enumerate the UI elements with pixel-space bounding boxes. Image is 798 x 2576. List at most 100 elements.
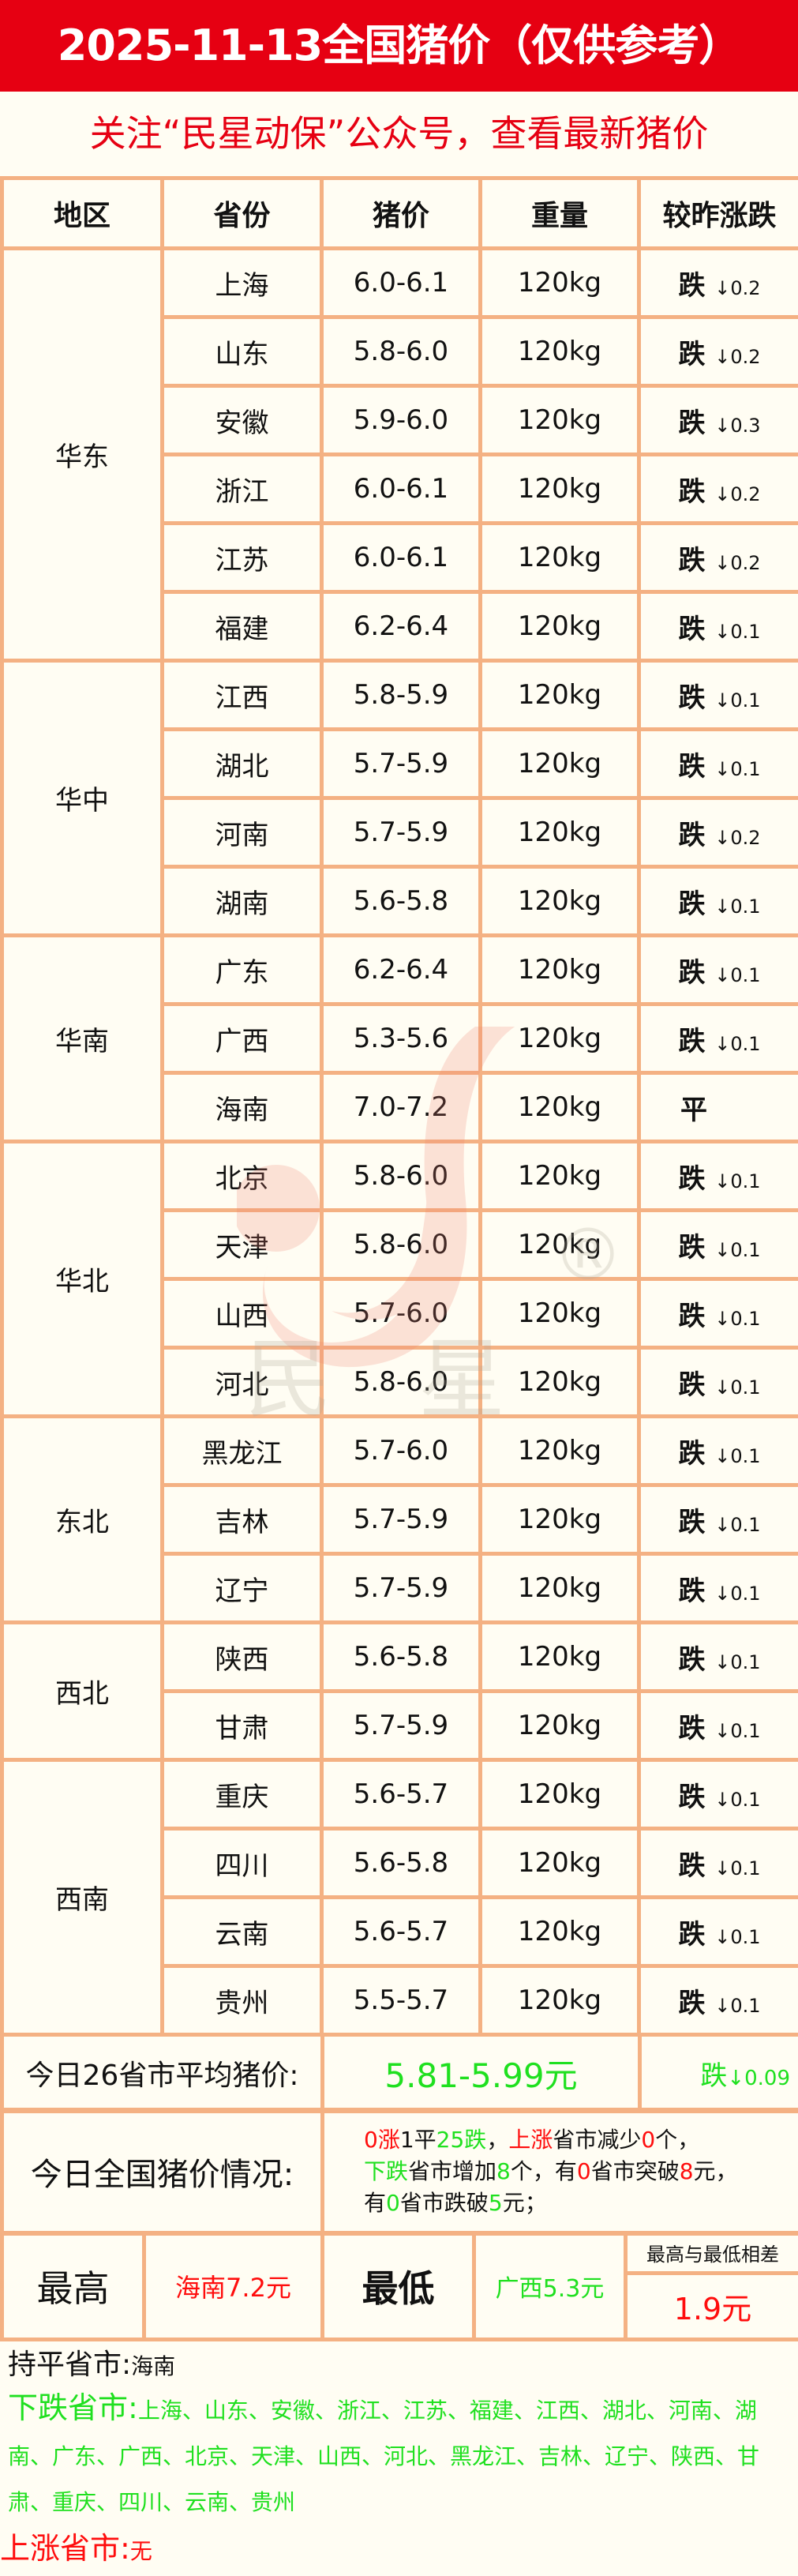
region-cell: 华东 [2, 249, 163, 661]
weight-cell: 120kg [481, 592, 639, 661]
weight-cell: 120kg [481, 1279, 639, 1348]
weight-cell: 120kg [481, 730, 639, 798]
situation-segment: 下跌 [364, 2158, 408, 2184]
change-cell: 跌 ↓0.1 [639, 1142, 798, 1211]
page-title: 2025-11-13全国猪价（仅供参考） [0, 0, 798, 92]
province-cell: 甘肃 [163, 1692, 322, 1760]
situation-segment: 省市减少 [553, 2127, 641, 2153]
price-cell: 5.8-6.0 [322, 1211, 481, 1279]
average-change-value: ↓0.09 [727, 2067, 790, 2090]
weight-cell: 120kg [481, 798, 639, 867]
change-cell: 跌 ↓0.1 [639, 1692, 798, 1760]
down-line: 下跌省市:上海、山东、安徽、浙江、江苏、福建、江西、湖北、河南、湖南、广东、广西… [8, 2386, 793, 2527]
province-cell: 河南 [163, 798, 322, 867]
change-cell: 跌 ↓0.2 [639, 524, 798, 592]
weight-cell: 120kg [481, 1485, 639, 1554]
situation-segment: 8 [496, 2158, 511, 2184]
situation-segment: 涨 [378, 2127, 400, 2153]
change-cell: 跌 ↓0.1 [639, 1279, 798, 1348]
change-cell: 跌 ↓0.3 [639, 386, 798, 455]
average-row: 今日26省市平均猪价: 5.81-5.99元 跌↓0.09 [0, 2033, 798, 2113]
province-cell: 云南 [163, 1898, 322, 1966]
change-value: ↓0.1 [714, 1514, 760, 1536]
trend-label: 跌 [678, 407, 705, 439]
weight-cell: 120kg [481, 1966, 639, 2035]
change-cell: 跌 ↓0.1 [639, 1417, 798, 1485]
change-cell: 跌 ↓0.2 [639, 455, 798, 524]
change-value: ↓0.1 [714, 621, 760, 643]
situation-row: 今日全国猪价情况: 0涨1平25跌，上涨省市减少0个，下跌省市增加8个，有0省市… [0, 2108, 798, 2236]
price-cell: 6.2-6.4 [322, 592, 481, 661]
weight-cell: 120kg [481, 455, 639, 524]
flat-line: 持平省市:海南 [8, 2344, 793, 2386]
weight-cell: 120kg [481, 936, 639, 1004]
trend-label: 跌 [678, 751, 705, 783]
price-cell: 6.2-6.4 [322, 936, 481, 1004]
region-cell: 华中 [2, 661, 163, 936]
change-value: ↓0.2 [714, 827, 760, 849]
change-cell: 跌 ↓0.1 [639, 1760, 798, 1829]
situation-segment: 省市增加 [408, 2158, 496, 2184]
weight-cell: 120kg [481, 524, 639, 592]
change-cell: 跌 ↓0.1 [639, 1623, 798, 1692]
province-cell: 安徽 [163, 386, 322, 455]
situation-segment: 0 [386, 2190, 400, 2216]
trend-label: 跌 [678, 1438, 705, 1470]
province-cell: 江苏 [163, 524, 322, 592]
situation-label: 今日全国猪价情况: [2, 2110, 323, 2234]
province-cell: 上海 [163, 249, 322, 317]
trend-label: 跌 [678, 820, 705, 851]
trend-label: 跌 [678, 1369, 705, 1401]
region-cell: 西北 [2, 1623, 163, 1760]
change-cell: 平 [639, 1073, 798, 1142]
situation-segment: 省市突破 [591, 2158, 680, 2184]
price-cell: 5.8-6.0 [322, 1348, 481, 1417]
province-cell: 山西 [163, 1279, 322, 1348]
situation-segment: 个，有 [511, 2158, 577, 2184]
change-value: ↓0.1 [714, 758, 760, 780]
situation-segment: 0 [364, 2127, 378, 2153]
change-value: ↓0.1 [714, 1789, 760, 1811]
price-cell: 5.6-5.8 [322, 1623, 481, 1692]
flat-label: 持平省市: [8, 2349, 131, 2381]
change-cell: 跌 ↓0.1 [639, 1211, 798, 1279]
situation-segment: 0 [577, 2158, 591, 2184]
change-cell: 跌 ↓0.1 [639, 1004, 798, 1073]
trend-label: 跌 [678, 1301, 705, 1332]
trend-label: 跌 [678, 545, 705, 576]
col-change: 较昨涨跌 [639, 178, 798, 249]
weight-cell: 120kg [481, 1554, 639, 1623]
change-value: ↓0.1 [714, 1376, 760, 1399]
province-cell: 北京 [163, 1142, 322, 1211]
situation-text: 0涨1平25跌，上涨省市减少0个，下跌省市增加8个，有0省市突破8元，有0省市跌… [323, 2110, 798, 2234]
weight-cell: 120kg [481, 317, 639, 386]
province-cell: 陕西 [163, 1623, 322, 1692]
province-cell: 江西 [163, 661, 322, 730]
low-value: 广西5.3元 [474, 2233, 626, 2340]
situation-segment: 元； [503, 2190, 547, 2216]
change-value: ↓0.1 [714, 896, 760, 918]
trend-label: 跌 [678, 476, 705, 508]
change-cell: 跌 ↓0.1 [639, 661, 798, 730]
weight-cell: 120kg [481, 867, 639, 936]
trend-label: 跌 [678, 1575, 705, 1607]
change-cell: 跌 ↓0.1 [639, 867, 798, 936]
situation-segment: 省市跌破 [400, 2190, 489, 2216]
change-value: ↓0.1 [714, 1651, 760, 1673]
price-cell: 5.7-6.0 [322, 1279, 481, 1348]
change-value: ↓0.1 [714, 1308, 760, 1330]
trend-label: 跌 [678, 1713, 705, 1744]
weight-cell: 120kg [481, 1829, 639, 1898]
trend-label: 跌 [678, 1782, 705, 1813]
region-cell: 东北 [2, 1417, 163, 1623]
change-cell: 跌 ↓0.1 [639, 1348, 798, 1417]
change-value: ↓0.2 [714, 346, 760, 368]
price-cell: 6.0-6.1 [322, 455, 481, 524]
weight-cell: 120kg [481, 1692, 639, 1760]
change-value: ↓0.2 [714, 483, 760, 505]
weight-cell: 120kg [481, 1760, 639, 1829]
province-cell: 广西 [163, 1004, 322, 1073]
